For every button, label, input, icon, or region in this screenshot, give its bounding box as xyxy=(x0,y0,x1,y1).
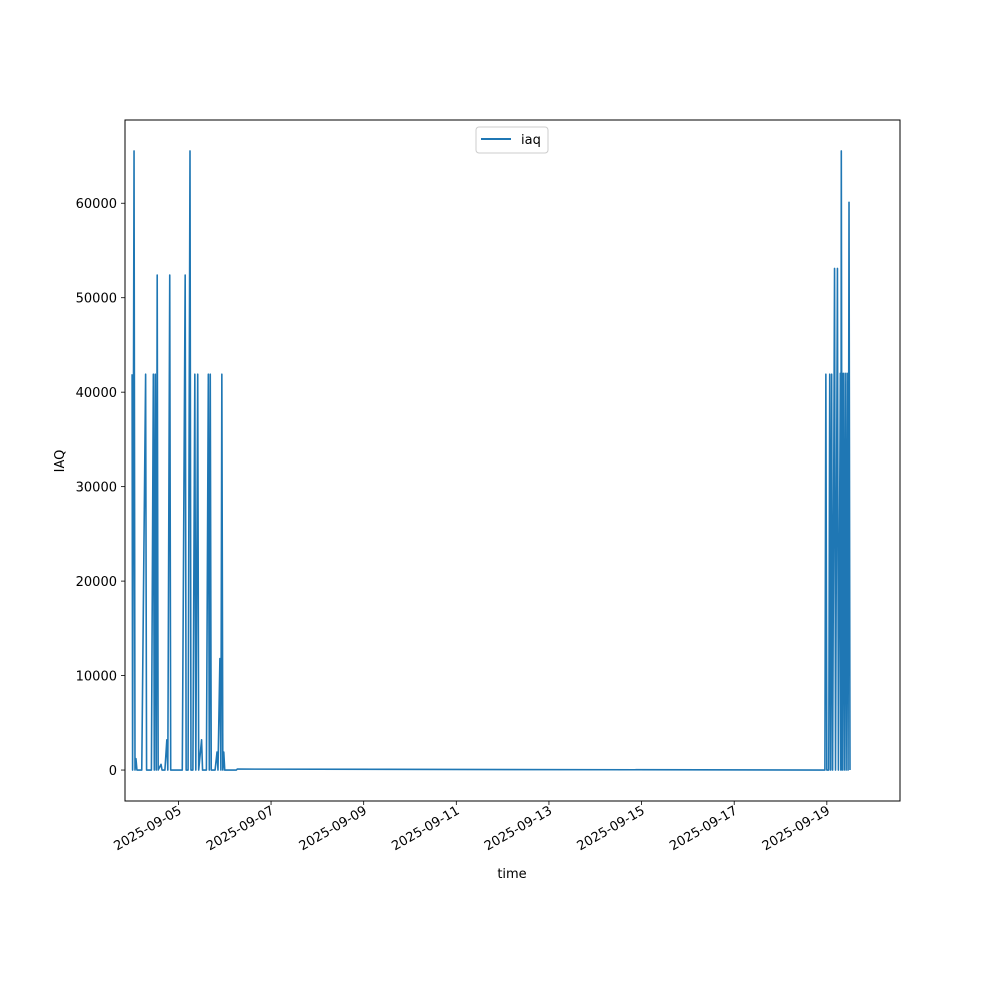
plot-area xyxy=(125,120,900,801)
legend: iaq xyxy=(475,126,549,154)
axes-frame xyxy=(124,119,901,802)
y-tick-label: 10000 xyxy=(76,670,117,685)
legend-box xyxy=(475,126,549,154)
y-tick-label: 60000 xyxy=(76,197,117,212)
y-tick-label: 0 xyxy=(109,764,117,779)
y-tick-label: 50000 xyxy=(76,292,117,307)
series-line-iaq xyxy=(131,150,851,771)
y-tick-label: 20000 xyxy=(76,575,117,590)
y-axis-label: IAQ xyxy=(53,450,68,473)
x-axis-label: time xyxy=(497,867,526,882)
y-tick-label: 30000 xyxy=(76,481,117,496)
y-tick-label: 40000 xyxy=(76,386,117,401)
legend-label-iaq: iaq xyxy=(521,133,541,148)
series-layer xyxy=(131,150,851,771)
y-axis-ticks: 0 10000 20000 30000 40000 50000 60000 xyxy=(76,197,125,779)
